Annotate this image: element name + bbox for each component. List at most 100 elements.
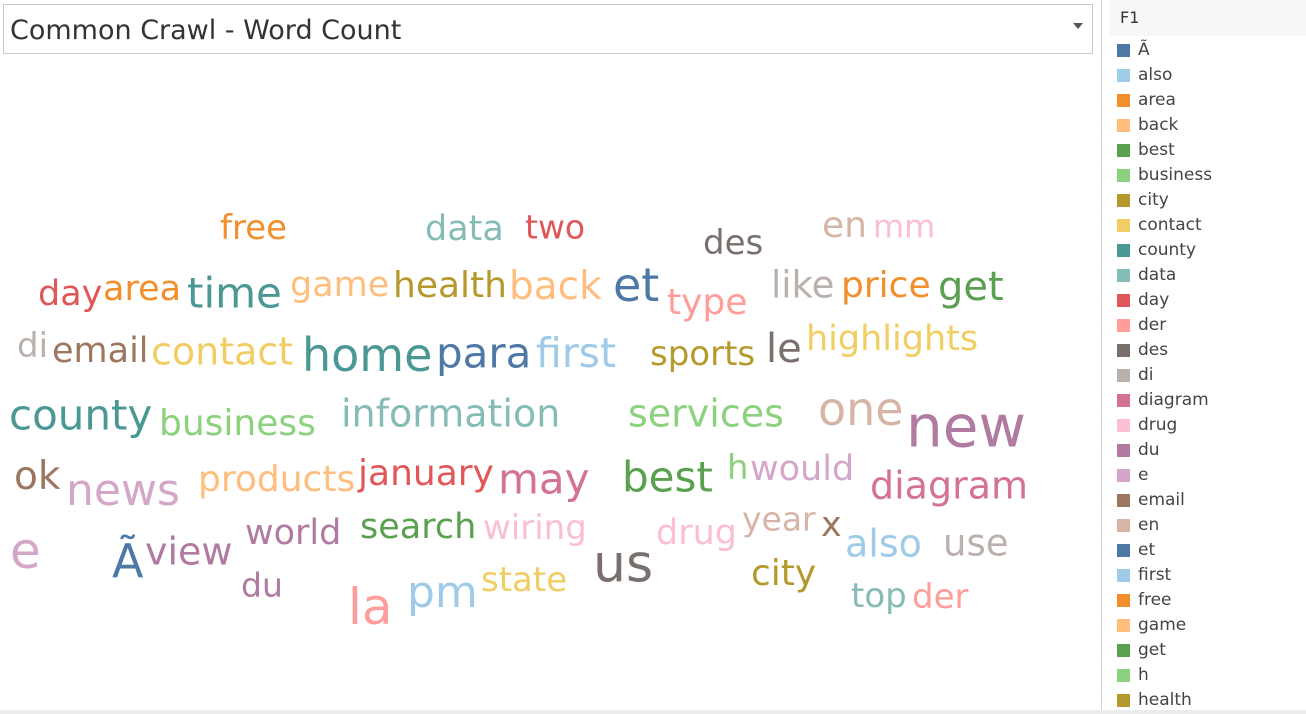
legend-header[interactable]: F1 bbox=[1110, 0, 1306, 36]
legend-item[interactable]: get bbox=[1110, 639, 1306, 664]
word-8[interactable]: time bbox=[187, 269, 282, 318]
legend-item[interactable]: best bbox=[1110, 139, 1306, 164]
word-38[interactable]: h bbox=[727, 448, 749, 488]
legend-item-label: des bbox=[1138, 340, 1169, 360]
legend-item[interactable]: back bbox=[1110, 114, 1306, 139]
legend-item[interactable]: area bbox=[1110, 89, 1306, 114]
word-39[interactable]: would bbox=[750, 449, 854, 489]
worksheet-title-dropdown[interactable]: Common Crawl - Word Count bbox=[3, 4, 1093, 54]
word-16[interactable]: get bbox=[938, 264, 1004, 310]
legend-item[interactable]: des bbox=[1110, 339, 1306, 364]
word-6[interactable]: day bbox=[38, 274, 102, 314]
word-40[interactable]: diagram bbox=[870, 463, 1028, 507]
word-33[interactable]: news bbox=[66, 465, 180, 516]
legend-item[interactable]: der bbox=[1110, 314, 1306, 339]
legend-item[interactable]: data bbox=[1110, 264, 1306, 289]
legend-item[interactable]: free bbox=[1110, 589, 1306, 614]
legend-item[interactable]: di bbox=[1110, 364, 1306, 389]
word-4[interactable]: en bbox=[822, 205, 867, 246]
word-55[interactable]: pm bbox=[407, 567, 478, 618]
word-18[interactable]: email bbox=[52, 331, 149, 371]
word-50[interactable]: x bbox=[821, 505, 842, 545]
word-17[interactable]: di bbox=[17, 326, 48, 366]
legend-swatch bbox=[1117, 444, 1130, 457]
pane-divider[interactable] bbox=[1101, 0, 1102, 714]
word-44[interactable]: world bbox=[245, 513, 341, 553]
word-27[interactable]: business bbox=[159, 403, 316, 444]
legend-swatch bbox=[1117, 194, 1130, 207]
word-9[interactable]: game bbox=[290, 265, 389, 305]
word-19[interactable]: contact bbox=[151, 329, 293, 373]
word-13[interactable]: type bbox=[667, 282, 747, 323]
word-53[interactable]: du bbox=[241, 565, 283, 604]
word-58[interactable]: top bbox=[851, 576, 907, 616]
legend-item[interactable]: e bbox=[1110, 464, 1306, 489]
word-22[interactable]: first bbox=[536, 329, 616, 377]
word-25[interactable]: highlights bbox=[806, 319, 978, 359]
legend-item[interactable]: first bbox=[1110, 564, 1306, 589]
word-20[interactable]: home bbox=[302, 328, 432, 382]
word-21[interactable]: para bbox=[436, 329, 531, 378]
word-59[interactable]: der bbox=[912, 577, 969, 617]
legend-item-label: city bbox=[1138, 190, 1169, 210]
word-57[interactable]: city bbox=[751, 553, 816, 594]
word-0[interactable]: free bbox=[220, 208, 287, 248]
word-15[interactable]: price bbox=[841, 265, 931, 306]
word-43[interactable]: view bbox=[145, 529, 233, 573]
legend-swatch bbox=[1117, 619, 1130, 632]
legend-item[interactable]: contact bbox=[1110, 214, 1306, 239]
word-42[interactable]: Ã bbox=[112, 534, 144, 588]
legend-item[interactable]: game bbox=[1110, 614, 1306, 639]
word-37[interactable]: best bbox=[622, 453, 713, 502]
word-51[interactable]: also bbox=[845, 521, 922, 565]
word-34[interactable]: products bbox=[198, 459, 355, 500]
chevron-down-icon[interactable] bbox=[1073, 23, 1083, 29]
legend-item[interactable]: Ã bbox=[1110, 39, 1306, 64]
word-23[interactable]: sports bbox=[650, 334, 755, 374]
word-47[interactable]: us bbox=[593, 535, 653, 595]
word-29[interactable]: services bbox=[628, 391, 784, 435]
word-31[interactable]: new bbox=[906, 392, 1026, 460]
word-35[interactable]: january bbox=[357, 453, 494, 494]
word-3[interactable]: des bbox=[703, 223, 763, 263]
legend-item[interactable]: email bbox=[1110, 489, 1306, 514]
legend-item[interactable]: h bbox=[1110, 664, 1306, 689]
word-30[interactable]: one bbox=[818, 382, 904, 436]
word-2[interactable]: two bbox=[525, 207, 585, 246]
word-36[interactable]: may bbox=[498, 455, 590, 504]
legend-item[interactable]: health bbox=[1110, 689, 1306, 710]
word-32[interactable]: ok bbox=[14, 454, 61, 499]
legend-item[interactable]: day bbox=[1110, 289, 1306, 314]
word-11[interactable]: back bbox=[509, 264, 602, 309]
word-41[interactable]: e bbox=[10, 522, 41, 580]
word-24[interactable]: le bbox=[766, 326, 802, 372]
word-46[interactable]: wiring bbox=[483, 508, 587, 548]
word-7[interactable]: area bbox=[103, 269, 181, 309]
word-10[interactable]: health bbox=[393, 265, 507, 306]
word-45[interactable]: search bbox=[360, 507, 476, 547]
word-5[interactable]: mm bbox=[873, 208, 935, 246]
word-49[interactable]: year bbox=[742, 499, 816, 538]
legend-item[interactable]: diagram bbox=[1110, 389, 1306, 414]
legend-item[interactable]: also bbox=[1110, 64, 1306, 89]
legend-item[interactable]: drug bbox=[1110, 414, 1306, 439]
legend-swatch bbox=[1117, 94, 1130, 107]
word-12[interactable]: et bbox=[613, 258, 659, 312]
word-1[interactable]: data bbox=[425, 209, 504, 249]
legend-item[interactable]: du bbox=[1110, 439, 1306, 464]
legend-item[interactable]: city bbox=[1110, 189, 1306, 214]
legend-item[interactable]: en bbox=[1110, 514, 1306, 539]
legend-item[interactable]: business bbox=[1110, 164, 1306, 189]
word-56[interactable]: state bbox=[481, 560, 567, 600]
legend-item[interactable]: et bbox=[1110, 539, 1306, 564]
word-52[interactable]: use bbox=[943, 522, 1009, 565]
word-26[interactable]: county bbox=[9, 391, 152, 440]
legend-item[interactable]: county bbox=[1110, 239, 1306, 264]
bottom-scrollbar[interactable] bbox=[0, 710, 1306, 714]
word-48[interactable]: drug bbox=[656, 513, 737, 553]
word-54[interactable]: la bbox=[348, 578, 393, 636]
word-28[interactable]: information bbox=[341, 391, 560, 435]
word-14[interactable]: like bbox=[771, 264, 834, 307]
